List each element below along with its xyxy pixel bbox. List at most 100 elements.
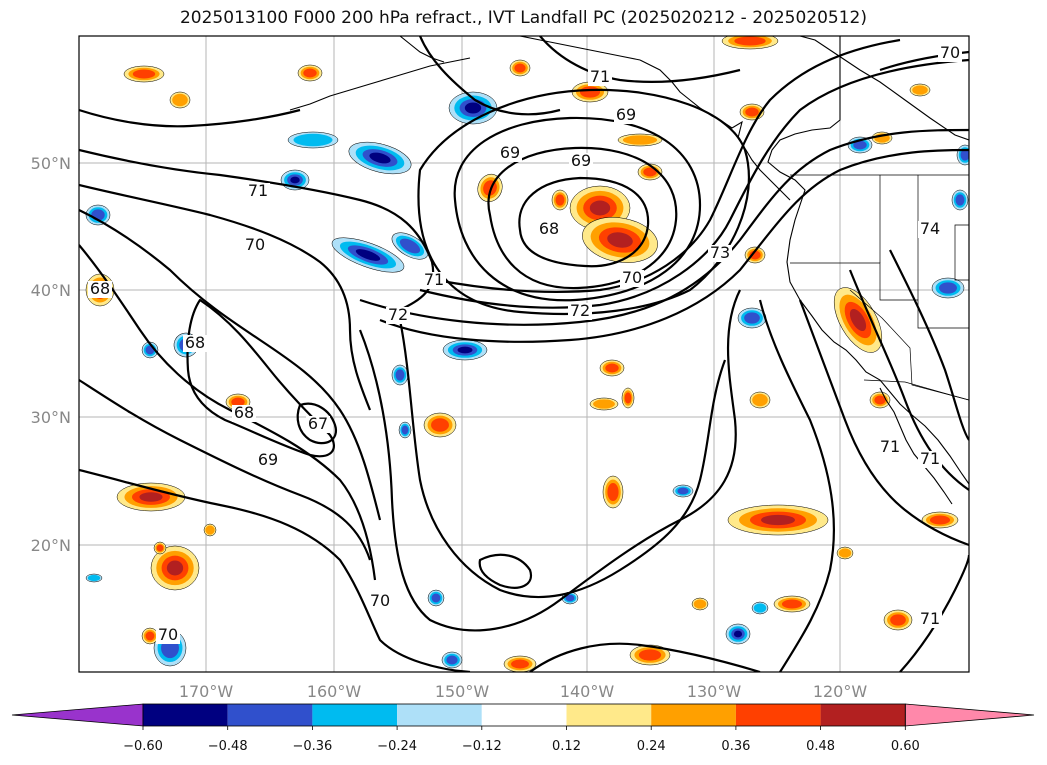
contour-label-bg — [386, 307, 410, 324]
positive-anomaly-area — [749, 391, 771, 409]
negative-anomaly-area — [348, 141, 412, 175]
positive-anomaly-area — [909, 83, 931, 97]
contour-label: 70 — [158, 625, 178, 644]
positive-anomaly-area — [153, 541, 167, 555]
contour-label-bg — [243, 237, 267, 254]
negative-anomaly-area — [751, 601, 769, 615]
positive-anomaly-area — [921, 511, 959, 529]
positive-anomaly-area — [883, 609, 913, 631]
longitude-tick-label: 170°W — [179, 682, 234, 701]
contour-label-bg — [88, 281, 112, 298]
contour-label: 69 — [500, 143, 520, 162]
colorbar-tick-label: −0.48 — [208, 739, 248, 754]
negative-anomaly-area — [956, 144, 969, 166]
positive-anomaly-area — [836, 546, 854, 560]
contour-label-bg — [156, 627, 180, 644]
colorbar-segment — [481, 704, 567, 726]
positive-anomaly-area — [116, 482, 186, 512]
negative-anomaly-area — [951, 189, 969, 211]
positive-anomaly-area — [503, 655, 537, 672]
positive-anomaly-area — [141, 627, 159, 645]
contour-label: 72 — [570, 301, 590, 320]
longitude-tick-label: 120°W — [813, 682, 868, 701]
colorbar-segment — [820, 704, 906, 726]
contour-label: 71 — [424, 270, 444, 289]
contour-label: 72 — [388, 305, 408, 324]
contour-label: 74 — [920, 219, 940, 238]
chart-title: 2025013100 F000 200 hPa refract., IVT La… — [179, 8, 867, 28]
positive-anomaly-area — [423, 412, 457, 438]
contour-label-bg — [306, 416, 330, 433]
colorbar-tick-label: −0.60 — [123, 739, 163, 754]
contour-label: 67 — [308, 414, 328, 433]
positive-anomaly-area — [721, 36, 779, 50]
contour-label: 71 — [880, 437, 900, 456]
positive-anomaly-area — [602, 475, 624, 509]
contour-label-bg — [256, 452, 280, 469]
contour-label: 70 — [622, 268, 642, 287]
contour-label: 71 — [920, 449, 940, 468]
positive-anomaly-area — [833, 287, 883, 353]
colorbar-segment — [397, 704, 482, 726]
colorbar-segment — [651, 704, 736, 726]
colorbar-segment — [735, 704, 821, 726]
colorbar-tick-label: −0.12 — [462, 739, 502, 754]
negative-anomaly-area — [331, 237, 405, 273]
colorbar-tick-label: 0.36 — [721, 739, 750, 754]
longitude-tick-label: 150°W — [435, 682, 490, 701]
contour-label-bg — [246, 183, 270, 200]
positive-anomaly-area — [589, 397, 619, 411]
positive-anomaly-area — [599, 359, 625, 377]
negative-anomaly-area — [391, 364, 409, 386]
contour-label-bg — [918, 221, 942, 238]
positive-anomaly-area — [637, 163, 663, 181]
positive-anomaly-area — [869, 391, 891, 409]
contour-label-bg — [183, 335, 207, 352]
contour-label-bg — [568, 303, 592, 320]
contour-label: 70 — [370, 591, 390, 610]
positive-anomaly-area — [582, 217, 658, 263]
colorbar-extend-low — [11, 703, 144, 727]
positive-anomaly-area — [509, 59, 531, 77]
positive-anomaly-area — [621, 387, 635, 409]
contour-label: 70 — [940, 43, 960, 62]
colorbar-tick-label: −0.36 — [292, 739, 332, 754]
contour-label: 68 — [185, 333, 205, 352]
positive-anomaly-area — [629, 644, 671, 666]
latitude-tick-label: 20°N — [31, 536, 71, 555]
latitude-tick-label: 30°N — [31, 408, 71, 427]
positive-anomaly-area — [297, 64, 323, 82]
colorbar-segment — [312, 704, 398, 726]
negative-anomaly-area — [391, 232, 429, 260]
contour-label-bg — [614, 107, 638, 124]
negative-anomaly-area — [287, 131, 339, 149]
contour-label: 73 — [710, 243, 730, 262]
negative-anomaly-area — [672, 484, 694, 498]
contour-label: 71 — [248, 181, 268, 200]
contour-label: 71 — [920, 609, 940, 628]
contour-label-bg — [588, 69, 612, 86]
positive-anomaly-area — [123, 65, 165, 83]
contour-label-bg — [918, 611, 942, 628]
positive-anomaly-area — [727, 504, 829, 536]
longitude-tick-label: 160°W — [307, 682, 362, 701]
positive-anomaly-area — [169, 91, 191, 109]
colorbar-segment — [566, 704, 652, 726]
colorbar-segment — [227, 704, 313, 726]
colorbar-tick-label: 0.12 — [552, 739, 581, 754]
refractivity-contours — [79, 36, 969, 672]
latitude-tick-label: 40°N — [31, 281, 71, 300]
longitude-tick-label: 140°W — [560, 682, 615, 701]
contour-labels: 6869696969707172717168707273746868686769… — [88, 43, 962, 644]
contour-label: 69 — [616, 105, 636, 124]
longitude-tick-label: 130°W — [687, 682, 742, 701]
contour-label-bg — [620, 270, 644, 287]
colorbar-segment — [143, 704, 228, 726]
negative-anomaly-area — [725, 623, 751, 645]
contour-label: 70 — [245, 235, 265, 254]
colorbar-tick-label: −0.24 — [377, 739, 417, 754]
negative-anomaly-area — [931, 277, 965, 299]
contour-label: 68 — [234, 403, 254, 422]
negative-anomaly-area — [441, 651, 463, 669]
